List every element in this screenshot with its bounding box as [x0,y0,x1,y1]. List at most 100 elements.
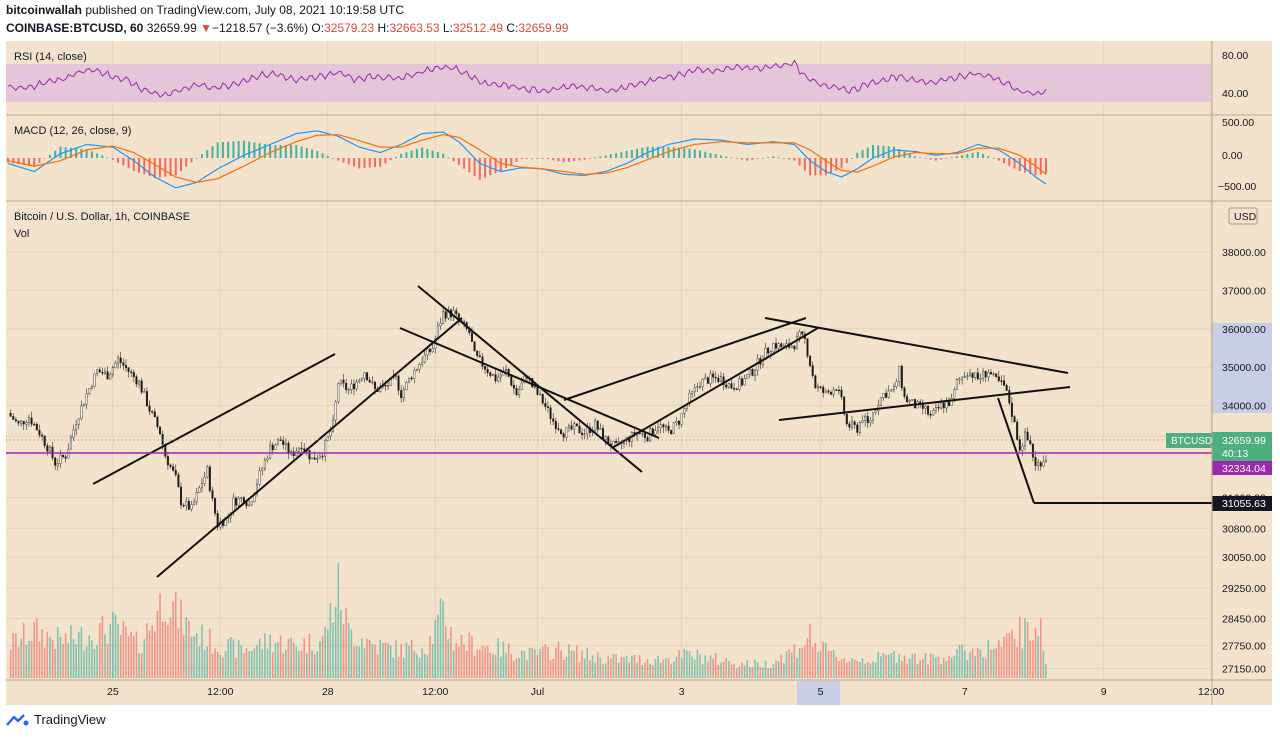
candle-body [80,405,83,420]
trendlines[interactable] [92,285,1212,578]
rsi-tick-40: 40.00 [1222,88,1248,100]
macd-hist-bar [583,158,586,160]
macd-hist-bar [468,158,471,173]
macd-hist-bar [410,150,413,158]
symbol-label[interactable]: COINBASE:BTCUSD, 60 [6,21,144,35]
macd-hist-bar [442,153,445,158]
candle-body [984,370,987,378]
price-tick: 30050.00 [1222,552,1266,564]
volume-bar [560,650,562,678]
currency-badge[interactable] [1228,207,1258,225]
volume-bar [258,638,261,678]
candle-body [843,396,846,415]
volume-bar [382,643,384,678]
candle-body [248,504,251,507]
volume-bar [203,649,206,678]
candle-body [706,377,709,384]
rsi-line [7,59,1047,98]
volume-bar [122,621,125,678]
macd-hist-bar [180,158,182,172]
macd-hist-bar [782,158,785,159]
candle-body [216,513,219,528]
macd-hist-bar [1008,158,1011,166]
volume-bar [481,646,484,678]
macd-hist-bar [80,148,83,158]
volume-bar [712,658,714,678]
last-price-value: 32659.99 [1222,435,1266,447]
macd-hist-bar [117,158,120,163]
candle-body [683,408,686,414]
macd-hist-bar [924,158,927,159]
volume-bar [303,638,305,678]
candle-body [180,486,182,506]
volume-bar [602,664,604,678]
candle-body [88,388,91,394]
macd-hist-bar [384,158,387,164]
candle-body [1031,443,1034,458]
candle-body [321,455,324,458]
author-name[interactable]: bitcoinwallah [6,3,83,17]
macd-hist-bar [961,155,964,158]
macd-hist-bar [683,148,686,158]
candle-body [297,447,300,452]
volume-bar [840,659,843,678]
candle-body [853,421,856,426]
macd-hist-bar [1024,158,1027,173]
volume-bar [169,617,172,678]
volume-bar [250,650,253,678]
macd-label[interactable]: MACD (12, 26, close, 9) [14,125,131,137]
volume-bar [636,662,638,678]
candle-body [856,424,859,433]
candle-body [237,498,240,506]
candle-body [484,366,487,370]
volume-bar [30,641,33,678]
volume-bar [112,611,114,678]
volume-bar [1000,646,1003,678]
candle-body [169,464,172,467]
volume-bar [832,649,835,678]
macd-hist-bar [788,158,791,160]
close-label: C: [506,21,519,35]
volume-bar [895,662,898,678]
volume-bar [908,658,911,678]
volume-bar [890,653,893,678]
candle-body [895,381,898,387]
tradingview-brand[interactable]: TradingView [34,712,106,727]
volume-bar [507,643,510,678]
volume-bar [531,647,534,678]
candle-body [567,425,570,428]
chart-svg[interactable]: RSI (14, close) 80.00 40.00 MACD (12, 26… [0,0,1280,705]
low-value: 32512.49 [452,21,503,35]
volume-bar [444,626,447,678]
candle-body [481,356,484,367]
volume-bar [295,646,298,678]
candle-body [955,379,958,390]
rsi-label[interactable]: RSI (14, close) [14,51,87,63]
candle-body [581,432,584,435]
volume-bar [717,664,720,678]
volume-bar [182,635,185,678]
volume-bar [591,655,594,678]
candle-body [953,389,956,399]
volume-bar [277,642,279,678]
macd-hist-bar [594,157,597,159]
candle-body [96,369,99,375]
candle-body [214,498,217,514]
macd-hist-bar [510,158,513,165]
volume-bar [43,647,46,678]
candle-body [858,422,861,433]
volume-bar [224,650,227,678]
volume-bar [835,656,838,678]
volume-bar [148,630,151,678]
macd-hist-bar [421,147,424,158]
candle-body [408,377,411,383]
time-ticks: 25 12:00 28 12:00 Jul 3 5 7 9 12:00 [107,686,1224,698]
candle-body [418,364,421,370]
volume-bar [922,658,924,678]
volume-bar [327,630,329,678]
candle-body [486,369,489,373]
candle-body [33,423,36,426]
price-tick: 38000.00 [1222,247,1266,259]
volume-bar [261,649,264,678]
candle-body [725,384,728,388]
